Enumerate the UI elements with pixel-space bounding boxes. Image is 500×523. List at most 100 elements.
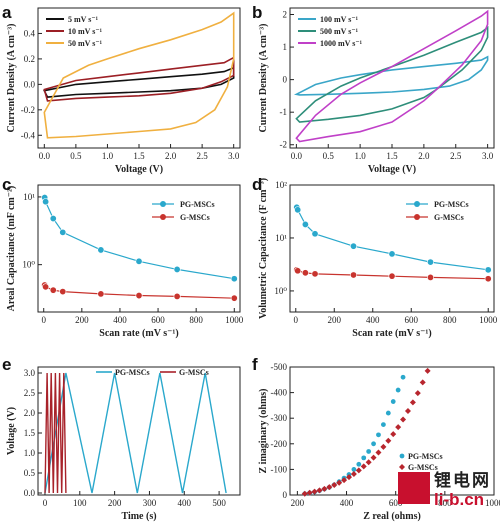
- x-tick-label: 400: [340, 498, 354, 508]
- x-tick-label: 500: [212, 498, 226, 508]
- x-tick-label: 400: [178, 498, 192, 508]
- data-point: [409, 399, 416, 406]
- y-axis-label: Current Density (A cm⁻³): [258, 24, 269, 133]
- data-point: [345, 474, 352, 481]
- x-tick-label: 800: [438, 498, 452, 508]
- y-tick-label: -200: [271, 439, 288, 449]
- plot-frame: [289, 366, 495, 496]
- x-tick-label: 3.0: [482, 151, 494, 161]
- legend-marker: [399, 453, 405, 459]
- x-tick-label: 0.5: [323, 151, 335, 161]
- x-tick-label: 1.5: [133, 151, 145, 161]
- y-tick-label: 0: [283, 490, 288, 500]
- legend-marker: [160, 214, 166, 220]
- watermark-en-text: li-b.cn: [434, 490, 485, 509]
- x-tick-label: 600: [404, 315, 418, 325]
- y-tick-label: 0: [283, 75, 288, 85]
- y-axis-label: Z imaginary (ohms): [258, 389, 269, 474]
- x-tick-label: 1000: [225, 315, 244, 325]
- data-point: [388, 272, 396, 280]
- y-tick-label: 10¹: [23, 192, 35, 202]
- x-axis-label: Z real (ohms): [363, 511, 421, 522]
- data-point: [400, 374, 406, 380]
- data-point: [49, 215, 57, 223]
- y-tick-label: -0.4: [21, 130, 36, 140]
- y-axis-label: Current Density (A cm⁻³): [6, 24, 17, 133]
- data-point: [395, 424, 402, 431]
- y-tick-label: 3.0: [24, 368, 36, 378]
- legend-entry: PG-MSCs: [434, 200, 469, 209]
- data-point: [370, 454, 377, 461]
- legend-marker: [160, 201, 166, 207]
- legend-entry: G-MSCs: [180, 213, 210, 222]
- data-point: [97, 246, 105, 254]
- data-point: [311, 230, 319, 238]
- data-point: [306, 489, 313, 496]
- y-tick-label: -0.2: [21, 105, 35, 115]
- data-point: [356, 461, 362, 467]
- data-point: [294, 206, 302, 214]
- y-axis-label: Areal Capacitance (mF cm⁻²): [6, 186, 17, 312]
- data-point: [380, 443, 387, 450]
- data-point: [331, 482, 338, 489]
- y-tick-label: 2.0: [24, 408, 36, 418]
- legend-entry: G-MSCs: [434, 213, 464, 222]
- y-tick-label: -100: [271, 464, 288, 474]
- legend-entry: G-MSCs: [408, 463, 438, 472]
- legend-entry: 50 mV s⁻¹: [68, 39, 103, 48]
- x-tick-label: 200: [108, 498, 122, 508]
- y-tick-label: 0.0: [24, 488, 36, 498]
- chart-panel-c: c 0 200 400 600 800 1000 10⁰ 10¹ Scan rate (mV s⁻…: [2, 175, 244, 339]
- legend-entry: 500 mV s⁻¹: [320, 27, 359, 36]
- y-tick-label: 0.0: [24, 79, 36, 89]
- chart-panel-f: f 200 400 600 800 1000 0 -100 -200 -300 -400 -500 Z …: [252, 355, 500, 522]
- data-point: [424, 367, 431, 374]
- data-point: [135, 292, 143, 300]
- y-tick-label: -300: [271, 413, 288, 423]
- data-point: [42, 283, 50, 291]
- y-tick-label: 1.5: [24, 428, 36, 438]
- y-tick-label: 10²: [275, 180, 287, 190]
- data-point: [49, 286, 57, 294]
- x-tick-label: 200: [328, 315, 342, 325]
- x-axis-label: Scan rate (mV s⁻¹): [99, 328, 178, 339]
- legend-entry: 5 mV s⁻¹: [68, 15, 99, 24]
- x-tick-label: 0: [294, 315, 299, 325]
- x-tick-label: 800: [189, 315, 203, 325]
- y-tick-label: 10¹: [275, 233, 287, 243]
- plot-frame: [289, 184, 495, 313]
- x-tick-label: 0: [43, 498, 48, 508]
- data-point: [371, 441, 376, 447]
- data-point: [484, 266, 492, 274]
- legend-marker: [414, 201, 420, 207]
- data-point: [390, 431, 397, 438]
- x-tick-label: 0.0: [39, 151, 51, 161]
- y-tick-label: 0.5: [24, 468, 36, 478]
- series-line-0: [44, 372, 227, 494]
- y-tick-label: 0.2: [24, 54, 35, 64]
- x-axis-label: Voltage (V): [115, 164, 163, 175]
- data-point: [484, 275, 492, 283]
- x-tick-label: 100: [73, 498, 87, 508]
- data-point: [311, 270, 319, 278]
- legend-entry: 1000 mV s⁻¹: [320, 39, 363, 48]
- series-line-2: [43, 11, 235, 139]
- data-point: [294, 267, 302, 275]
- series-line-0: [43, 66, 235, 98]
- y-tick-label: -2: [280, 140, 288, 150]
- x-tick-label: 3.0: [228, 151, 240, 161]
- x-tick-label: 200: [291, 498, 305, 508]
- x-tick-label: 600: [151, 315, 165, 325]
- x-tick-label: 0.0: [291, 151, 303, 161]
- data-point: [135, 257, 143, 265]
- y-tick-label: -500: [271, 362, 288, 372]
- data-point: [321, 485, 328, 492]
- data-point: [414, 390, 421, 397]
- series-line-1: [43, 56, 235, 102]
- data-point: [385, 410, 391, 416]
- legend-marker: [414, 214, 420, 220]
- watermark-cn-text: 锂电网: [434, 471, 491, 491]
- data-point: [375, 449, 382, 456]
- panel-letter-b: b: [252, 3, 262, 22]
